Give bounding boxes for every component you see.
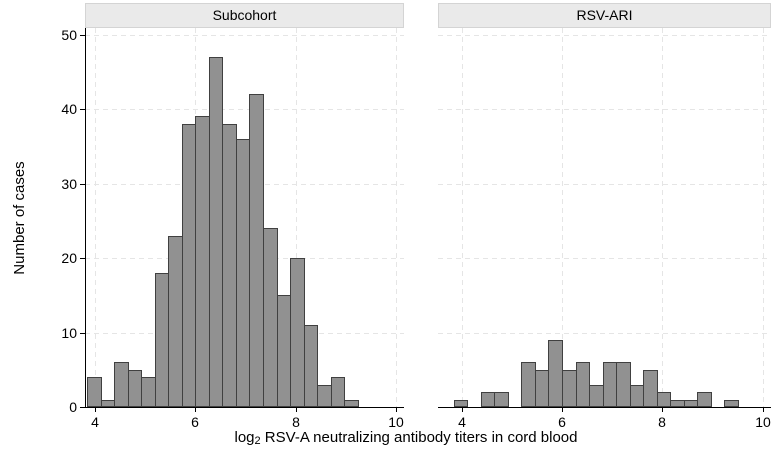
x-axis-title-rest: RSV-A neutralizing antibody titers in co…	[260, 429, 578, 446]
histogram-bar	[155, 273, 169, 407]
gridline-vertical	[462, 28, 463, 407]
x-tick-label: 10	[755, 414, 771, 430]
x-tick-label: 4	[91, 414, 99, 430]
y-tick-label: 20	[61, 250, 77, 266]
histogram-bar	[236, 139, 250, 407]
gridline-horizontal	[438, 109, 771, 110]
gridline-vertical	[562, 28, 563, 407]
y-axis-tick	[80, 258, 85, 259]
x-tick-label: 6	[558, 414, 566, 430]
gridline-horizontal	[438, 333, 771, 334]
y-axis-tick	[80, 109, 85, 110]
histogram-bar	[670, 400, 685, 407]
histogram-bar	[454, 400, 468, 407]
histogram-bar	[684, 400, 698, 407]
x-axis-line	[85, 407, 404, 408]
x-tick-label: 6	[191, 414, 199, 430]
x-axis-tick	[95, 408, 96, 412]
gridline-vertical	[662, 28, 663, 407]
histogram-bar	[548, 340, 563, 407]
y-axis-tick	[80, 407, 85, 408]
y-axis-tick	[80, 35, 85, 36]
histogram-bar	[209, 57, 223, 407]
histogram-bar	[222, 124, 237, 407]
histogram-bar	[114, 362, 129, 407]
x-axis-tick	[462, 408, 463, 412]
histogram-bar	[290, 258, 305, 407]
y-tick-label: 0	[69, 399, 77, 415]
histogram-bar	[724, 400, 739, 407]
x-tick-label: 8	[292, 414, 300, 430]
gridline-horizontal	[85, 109, 404, 110]
histogram-bar	[521, 362, 536, 407]
x-tick-label: 10	[388, 414, 404, 430]
histogram-bar	[263, 228, 278, 407]
histogram-bar	[304, 325, 318, 407]
histogram-bar	[195, 116, 210, 407]
x-axis-title: log2 RSV-A neutralizing antibody titers …	[206, 429, 606, 447]
y-axis-tick	[80, 184, 85, 185]
y-axis-title: Number of cases	[11, 161, 28, 275]
gridline-vertical	[296, 28, 297, 407]
histogram-bar	[344, 400, 359, 407]
gridline-vertical	[763, 28, 764, 407]
histogram-bar	[562, 370, 577, 407]
gridline-horizontal	[438, 258, 771, 259]
y-tick-label: 50	[61, 27, 77, 43]
y-axis-line	[85, 28, 86, 408]
x-axis-title-subscript: 2	[254, 435, 261, 447]
histogram-bar	[277, 295, 291, 407]
histogram-bar	[576, 362, 590, 407]
histogram-bar	[141, 377, 156, 407]
histogram-bar	[168, 236, 183, 407]
x-axis-line	[438, 407, 771, 408]
histogram-bar	[182, 124, 196, 407]
gridline-horizontal	[85, 35, 404, 36]
histogram-bar	[657, 392, 671, 407]
x-tick-label: 8	[658, 414, 666, 430]
plot-area-subcohort: 4 6 8 10 0 10 20 30 40 50	[61, 27, 404, 430]
gridline-vertical	[95, 28, 96, 407]
histogram-bar	[331, 377, 345, 407]
y-tick-label: 30	[61, 176, 77, 192]
x-axis-tick	[662, 408, 663, 412]
gridline-horizontal	[438, 184, 771, 185]
histogram-bar	[101, 400, 115, 407]
x-tick-label: 4	[458, 414, 466, 430]
y-tick-label: 40	[61, 101, 77, 117]
y-tick-label: 10	[61, 325, 77, 341]
gridline-vertical	[396, 28, 397, 407]
histogram-bar	[616, 362, 631, 407]
x-axis-tick	[195, 408, 196, 412]
histogram-bar	[535, 370, 549, 407]
histogram-bar	[643, 370, 658, 407]
histogram-bar	[697, 392, 712, 407]
panel-title-rsv-ari: RSV-ARI	[438, 3, 771, 28]
plot-area-rsv-ari: 4 6 8 10	[438, 28, 771, 430]
histogram-bar	[249, 94, 264, 407]
panel-title-subcohort: Subcohort	[85, 3, 404, 28]
histogram-bar	[87, 377, 102, 407]
histogram-bar	[317, 385, 332, 407]
histogram-bar	[603, 362, 617, 407]
histogram-bar	[589, 385, 604, 407]
histogram-bar	[630, 385, 644, 407]
x-axis-title-log: log	[234, 429, 255, 446]
histogram-bar	[128, 370, 142, 407]
histogram-bar	[481, 392, 495, 407]
histogram-bar	[494, 392, 509, 407]
x-axis-tick	[562, 408, 563, 412]
x-axis-tick	[763, 408, 764, 412]
gridline-horizontal	[438, 35, 771, 36]
y-axis-tick	[80, 333, 85, 334]
x-axis-tick	[396, 408, 397, 412]
x-axis-tick	[296, 408, 297, 412]
